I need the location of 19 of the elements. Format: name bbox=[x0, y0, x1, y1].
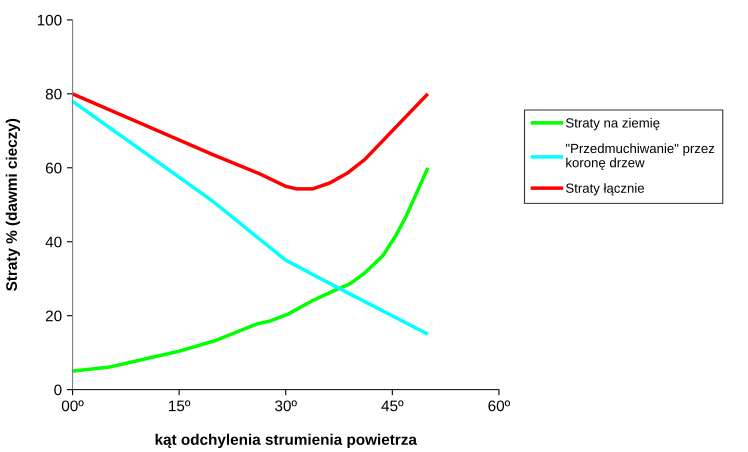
x-tick-label: 45º bbox=[381, 400, 404, 412]
x-axis-title: kąt odchylenia strumienia powietrza bbox=[156, 434, 418, 448]
y-tick-label: 80 bbox=[46, 88, 62, 100]
legend-label: Straty łącznie bbox=[566, 183, 644, 196]
legend-label: Straty na ziemię bbox=[566, 118, 660, 130]
line-series bbox=[72, 92, 430, 191]
x-tick-label: 60º bbox=[488, 400, 510, 412]
y-axis-title: Straty % (dawmi cieczy) bbox=[6, 118, 20, 291]
y-tick-label: 20 bbox=[46, 310, 62, 322]
y-tick-label: 100 bbox=[38, 14, 62, 26]
x-tick-label: 30º bbox=[275, 400, 297, 412]
x-tick-label: 00º bbox=[62, 400, 84, 412]
y-tick-label: 0 bbox=[54, 384, 62, 396]
legend-label: "Przedmuchiwanie" przez koronę drzew bbox=[566, 143, 714, 170]
x-tick-label: 15º bbox=[169, 400, 190, 412]
y-tick-label: 60 bbox=[46, 162, 62, 174]
line-series bbox=[72, 166, 430, 373]
line-series bbox=[72, 99, 430, 336]
y-tick-label: 40 bbox=[46, 236, 62, 248]
